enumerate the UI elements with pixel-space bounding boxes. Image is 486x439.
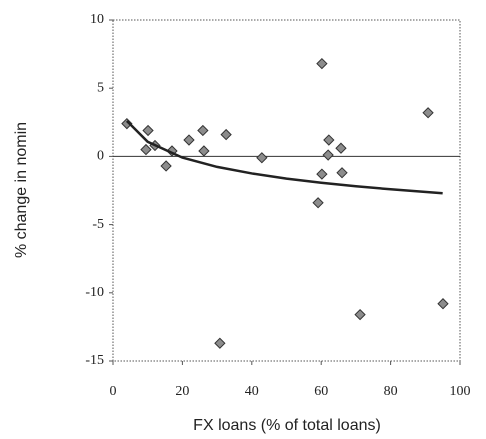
scatter-point bbox=[214, 337, 226, 349]
scatter-point bbox=[140, 143, 152, 156]
x-tick-label: 80 bbox=[384, 384, 398, 399]
scatter-point bbox=[160, 160, 172, 172]
scatter-point bbox=[198, 145, 210, 157]
scatter-point bbox=[142, 124, 154, 137]
x-axis-title: FX loans (% of total loans) bbox=[193, 417, 381, 434]
x-tick-label: 60 bbox=[314, 384, 328, 399]
scatter-point bbox=[422, 107, 434, 119]
scatter-point bbox=[336, 167, 348, 179]
y-tick-label: 0 bbox=[97, 149, 104, 164]
y-tick-label: -10 bbox=[85, 285, 104, 300]
y-tick-label: 10 bbox=[90, 12, 104, 27]
x-tick-label: 100 bbox=[450, 384, 471, 399]
scatter-point bbox=[183, 134, 195, 146]
y-axis-title: % change in nomin bbox=[13, 122, 30, 258]
scatter-point bbox=[354, 308, 366, 321]
y-tick-label: -15 bbox=[85, 353, 104, 368]
scatter-point bbox=[335, 142, 347, 154]
scatter-point bbox=[121, 118, 133, 130]
scatter-point bbox=[437, 298, 449, 310]
x-tick-label: 20 bbox=[175, 384, 189, 399]
scatter-point bbox=[316, 168, 328, 180]
scatter-point bbox=[316, 57, 328, 70]
scatter-point bbox=[197, 124, 209, 137]
scatter-point bbox=[312, 197, 324, 209]
trend-line bbox=[125, 120, 443, 195]
scatter-point bbox=[322, 149, 334, 161]
scatter-point bbox=[323, 134, 335, 146]
x-tick-label: 0 bbox=[110, 384, 117, 399]
scatter-point bbox=[256, 152, 268, 164]
y-tick-label: 5 bbox=[97, 80, 104, 95]
x-tick-label: 40 bbox=[245, 384, 259, 399]
y-tick-label: -5 bbox=[92, 217, 104, 232]
scatter-point bbox=[220, 128, 232, 141]
plot-frame bbox=[112, 19, 461, 362]
